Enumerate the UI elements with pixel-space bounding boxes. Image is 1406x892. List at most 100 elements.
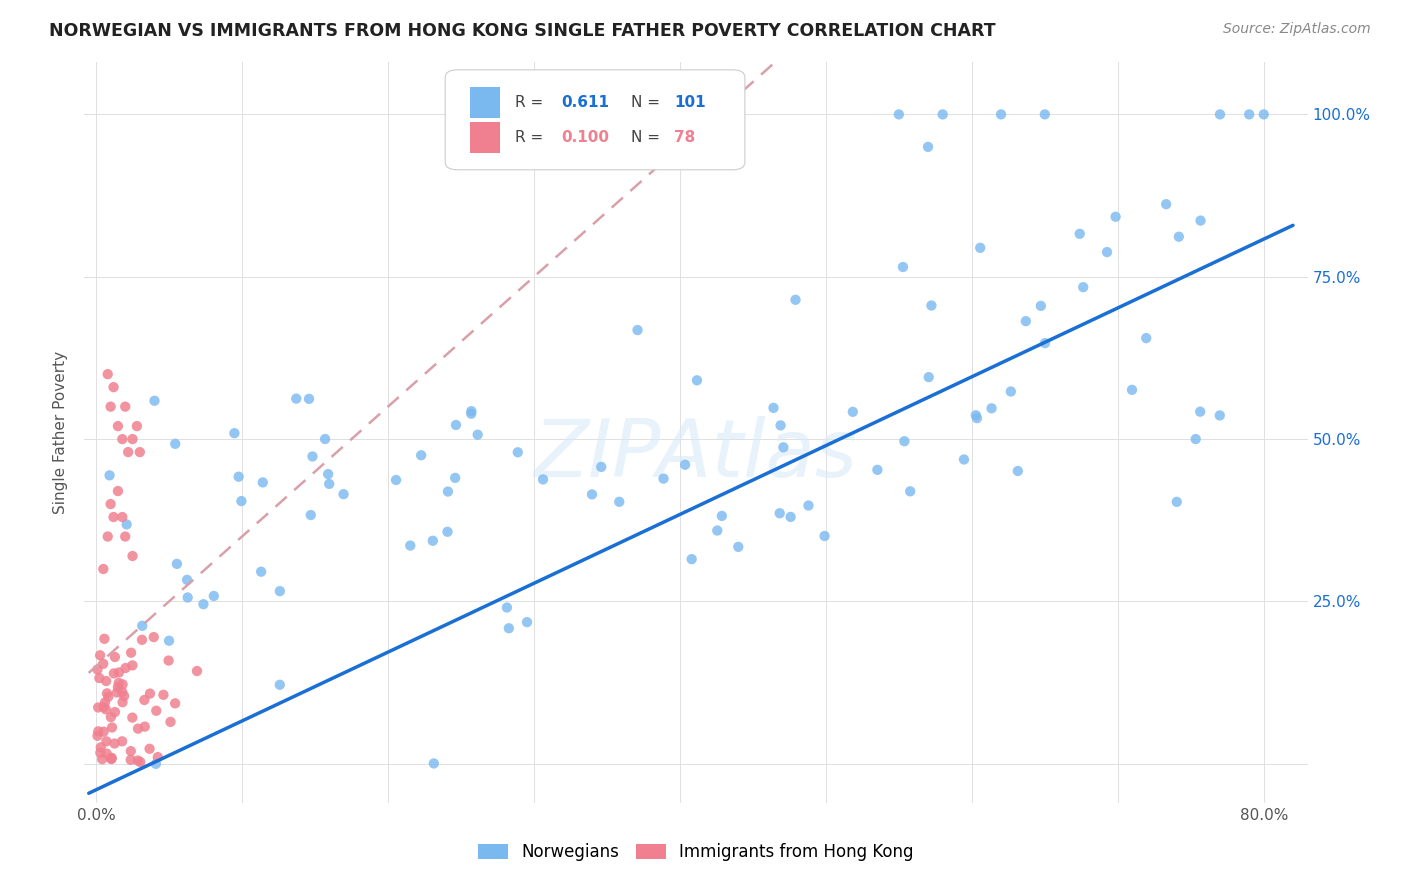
Point — [166, 557, 188, 571]
Point — [228, 469, 250, 483]
Point — [121, 710, 143, 724]
Point — [673, 458, 696, 472]
Point — [516, 615, 538, 629]
Point — [506, 445, 529, 459]
Point — [1104, 210, 1126, 224]
Point — [127, 754, 149, 768]
Text: 0.100: 0.100 — [561, 129, 609, 145]
Point — [111, 432, 134, 446]
FancyBboxPatch shape — [446, 70, 745, 169]
Point — [1033, 336, 1056, 351]
Point — [114, 661, 136, 675]
Point — [114, 400, 136, 414]
Point — [100, 710, 122, 724]
Point — [411, 448, 433, 462]
Point — [111, 685, 134, 699]
Point — [762, 401, 785, 415]
Point — [298, 392, 321, 406]
Text: 78: 78 — [673, 129, 695, 145]
Point — [186, 664, 208, 678]
Point — [117, 445, 139, 459]
Point — [159, 714, 181, 729]
Point — [111, 510, 134, 524]
Point — [969, 241, 991, 255]
Point — [146, 750, 169, 764]
Point — [250, 565, 273, 579]
Point — [157, 633, 180, 648]
Point — [953, 452, 976, 467]
Point — [898, 484, 921, 499]
Point — [134, 693, 156, 707]
Point — [103, 510, 125, 524]
Point — [813, 529, 835, 543]
Point — [920, 298, 942, 312]
Point — [444, 471, 467, 485]
Point — [422, 533, 444, 548]
Point — [202, 589, 225, 603]
Point — [1095, 245, 1118, 260]
Point — [706, 524, 728, 538]
Point — [769, 506, 792, 520]
Point — [1033, 107, 1056, 121]
Point — [498, 621, 520, 635]
Point — [89, 671, 111, 685]
Point — [436, 524, 458, 539]
Point — [332, 487, 354, 501]
Point — [980, 401, 1002, 416]
Point — [1167, 229, 1189, 244]
Point — [285, 392, 308, 406]
Point — [96, 673, 118, 688]
Point — [686, 373, 709, 387]
Point — [105, 685, 128, 699]
Point — [314, 432, 336, 446]
Point — [1121, 383, 1143, 397]
Point — [224, 426, 246, 441]
Point — [100, 751, 122, 765]
Point — [842, 405, 865, 419]
Point — [108, 665, 131, 680]
Point — [1253, 107, 1275, 121]
Point — [139, 687, 162, 701]
Point — [97, 529, 120, 543]
Point — [120, 744, 142, 758]
Point — [252, 475, 274, 490]
Point — [121, 658, 143, 673]
Point — [652, 472, 675, 486]
Point — [91, 562, 114, 576]
Point — [1209, 409, 1232, 423]
Point — [100, 752, 122, 766]
Point — [607, 495, 630, 509]
Text: R =: R = — [515, 129, 548, 145]
Point — [437, 484, 460, 499]
Point — [1135, 331, 1157, 345]
Point — [918, 370, 941, 384]
Point — [965, 409, 987, 423]
Point — [121, 549, 143, 563]
Point — [1000, 384, 1022, 399]
Point — [107, 680, 129, 694]
Point — [966, 411, 988, 425]
Point — [127, 722, 149, 736]
Point — [496, 600, 519, 615]
Point — [891, 260, 914, 274]
Y-axis label: Single Father Poverty: Single Father Poverty — [53, 351, 69, 514]
Point — [103, 380, 125, 394]
Point — [100, 400, 122, 414]
Point — [269, 678, 291, 692]
Point — [797, 499, 820, 513]
Point — [142, 630, 165, 644]
Text: 0.611: 0.611 — [561, 95, 609, 110]
Point — [1166, 495, 1188, 509]
Point — [385, 473, 408, 487]
Text: N =: N = — [631, 129, 665, 145]
Point — [94, 702, 117, 716]
Text: Source: ZipAtlas.com: Source: ZipAtlas.com — [1223, 22, 1371, 37]
Point — [91, 657, 114, 671]
Point — [193, 597, 215, 611]
Point — [152, 688, 174, 702]
Legend: Norwegians, Immigrants from Hong Kong: Norwegians, Immigrants from Hong Kong — [478, 843, 914, 861]
Point — [1007, 464, 1029, 478]
Point — [129, 755, 152, 769]
Text: R =: R = — [515, 95, 548, 110]
Point — [107, 484, 129, 499]
